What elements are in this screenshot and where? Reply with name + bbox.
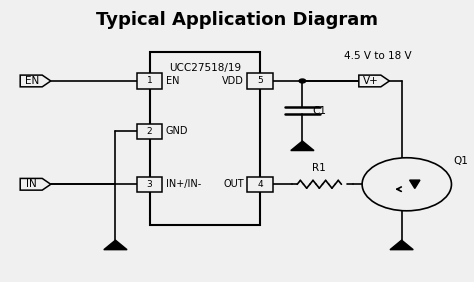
- Circle shape: [299, 79, 306, 83]
- Text: Q1: Q1: [454, 156, 469, 166]
- Bar: [137, 124, 163, 139]
- Text: 5: 5: [257, 76, 263, 85]
- Text: IN: IN: [27, 179, 37, 189]
- Text: EN: EN: [166, 76, 179, 86]
- Text: GND: GND: [166, 126, 188, 136]
- Bar: [149, 52, 260, 225]
- Text: Typical Application Diagram: Typical Application Diagram: [96, 10, 378, 28]
- Polygon shape: [104, 240, 127, 250]
- Text: R1: R1: [312, 162, 326, 173]
- Text: VDD: VDD: [222, 76, 244, 86]
- Bar: [137, 177, 163, 192]
- Text: C1: C1: [313, 106, 327, 116]
- Text: 4: 4: [257, 180, 263, 189]
- Text: 2: 2: [147, 127, 152, 136]
- Bar: [247, 177, 273, 192]
- Polygon shape: [410, 180, 420, 188]
- Text: EN: EN: [25, 76, 39, 86]
- Text: IN+/IN-: IN+/IN-: [166, 179, 201, 189]
- Text: OUT: OUT: [223, 179, 244, 189]
- Polygon shape: [20, 75, 51, 87]
- Polygon shape: [291, 141, 314, 151]
- Text: V+: V+: [363, 76, 378, 86]
- Polygon shape: [20, 179, 51, 190]
- Text: 3: 3: [146, 180, 153, 189]
- Text: UCC27518/19: UCC27518/19: [169, 63, 241, 73]
- Circle shape: [362, 158, 451, 211]
- Text: 1: 1: [146, 76, 153, 85]
- Polygon shape: [390, 240, 413, 250]
- Bar: [137, 73, 163, 89]
- Bar: [247, 73, 273, 89]
- Text: 4.5 V to 18 V: 4.5 V to 18 V: [344, 51, 411, 61]
- Polygon shape: [359, 75, 390, 87]
